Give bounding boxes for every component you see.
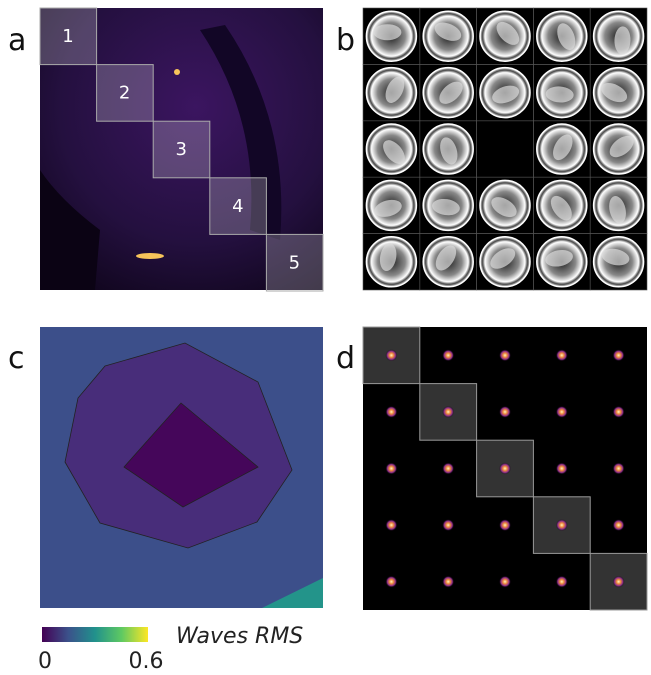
psf [385,405,398,418]
pupil-fringe [496,21,520,45]
pupil-fringe [491,197,517,218]
pupil-fringe [440,137,458,165]
pupil-fringe [383,140,405,164]
psf [499,349,511,362]
psf [499,519,511,532]
region-box [476,439,534,498]
cell-border [589,233,648,291]
region-label: 4 [232,196,243,217]
region-box [152,120,211,179]
pupil-fringe [609,195,626,224]
pupil-fringe [557,23,576,51]
pupil-fringe [545,86,574,103]
region-label: 2 [119,83,130,104]
pupil-fringe [374,199,402,217]
psf [555,519,568,532]
pupil-fringe [385,76,405,103]
psf [499,575,511,588]
psf [385,349,398,362]
colorbar-tick: 0.6 [129,649,164,674]
region-box [419,383,478,441]
pupil-fringe [550,195,572,221]
colorbar-title: Waves RMS [176,624,303,649]
psf [555,462,568,475]
pupil-fringe [490,248,516,269]
dark-region [40,170,100,290]
region-box [39,7,98,66]
psf [612,575,625,588]
psf [499,405,511,418]
psf [612,519,625,532]
region-label: 3 [175,139,186,160]
region-label: 5 [289,252,300,273]
contour-level [262,578,323,608]
region-box [265,233,324,292]
panel-b: b [336,7,648,291]
contour-level [123,402,259,508]
pupil-fringe [432,198,460,216]
pupil-fringe [379,243,397,272]
panel-label: a [8,23,26,58]
psf [442,349,455,362]
pupil-fringe [614,26,631,55]
pupil-fringe [435,245,457,271]
dark-band [200,25,282,240]
pupil-fringe [434,22,462,41]
panel-d: d [336,326,648,611]
panel-c: c 0 0.6 Waves RMS [8,327,323,674]
psf [612,462,625,475]
panel-a: 1 2 3 4 5 a [8,7,324,292]
pupil-fringe [439,81,463,104]
pupil-fringe [545,249,573,267]
colorbar-tick: 0 [38,649,52,674]
psf [442,575,455,588]
colorbar [42,627,148,642]
pupil-fringe [609,135,634,158]
psf [555,349,568,362]
region-box [96,64,154,122]
bright-spot [136,253,164,259]
panel-label: d [336,341,355,376]
region-box [209,177,267,235]
pupil-fringe [373,24,402,41]
psf [442,462,455,475]
panel-label: c [8,341,25,376]
panel-label: b [336,23,355,58]
pupil-fringe [553,134,573,161]
psf [612,405,625,418]
pupil-fringe [601,83,628,103]
psf [385,462,398,475]
psf [499,462,511,475]
pupil-fringe [601,248,630,266]
pupil-fringe [492,85,520,104]
region-label: 1 [62,26,73,47]
psf [385,519,398,532]
psf [555,405,568,418]
psf [442,519,455,532]
psf [442,405,455,418]
bright-spot [174,69,180,75]
psf [385,575,398,588]
psf [612,349,625,362]
psf [555,575,568,588]
